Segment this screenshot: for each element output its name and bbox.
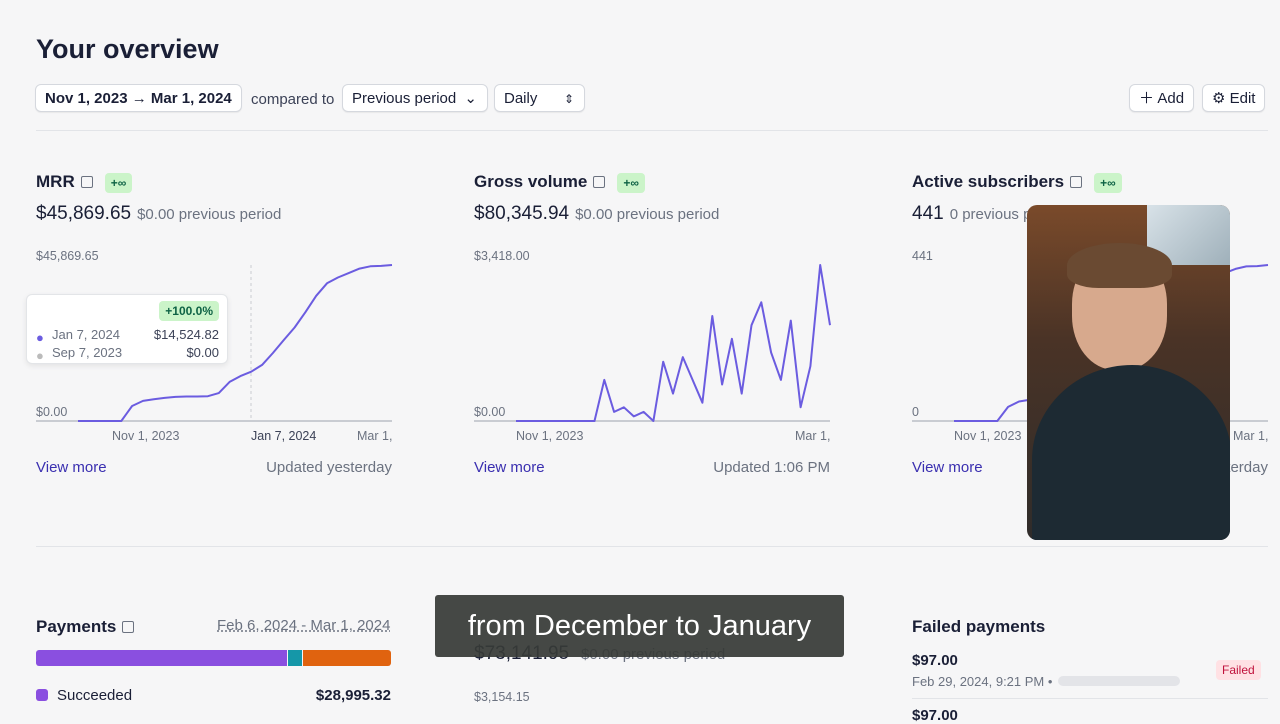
- view-more[interactable]: View more: [912, 459, 983, 476]
- x-tick-label: Mar 1, 2024: [357, 429, 396, 443]
- date-range[interactable]: Nov 1, 2023 → Mar 1, 2024: [35, 84, 242, 112]
- x-tick-label: Nov 1, 2023: [954, 429, 1021, 443]
- comparison-select[interactable]: Previous period ⌄: [342, 84, 488, 112]
- page-title: Your overview: [36, 34, 219, 64]
- x-tick-label: Nov 1, 2023: [516, 429, 583, 443]
- add-label: Add: [1157, 90, 1185, 107]
- card-title: Active subscribers +∞: [912, 172, 1122, 193]
- comparison: Previous period: [352, 90, 457, 107]
- tooltip: +100.0% ● Jan 7, 2024 $14,524.82 ● Sep 7…: [26, 294, 228, 364]
- divider: [36, 130, 1268, 131]
- status-badge: Failed: [1216, 660, 1261, 680]
- failed-amount: $97.00: [912, 707, 958, 724]
- info-icon: [122, 621, 135, 633]
- failed-date: Feb 29, 2024, 9:21 PM •: [912, 674, 1053, 689]
- card-value-row: $45,869.65 $0.00 previous period: [36, 203, 281, 225]
- chevron: ⇕: [563, 92, 574, 106]
- card-badge: +∞: [1094, 173, 1122, 193]
- interval: Daily: [504, 90, 538, 107]
- x-tick-label: Mar 1, 2024: [1233, 429, 1272, 443]
- legend-swatch: [36, 689, 48, 701]
- shirt: [1032, 365, 1230, 540]
- card-value: $80,345.94: [474, 203, 570, 224]
- card-value-row: $80,345.94 $0.00 previous period: [474, 203, 719, 225]
- chevron: ⌄: [464, 90, 477, 107]
- y-tick-label: 0: [912, 405, 919, 419]
- net-volume-ytick: $3,154.15: [474, 690, 530, 704]
- payments-title-text: Payments: [36, 617, 117, 636]
- card-comparison: $0.00 previous period: [575, 206, 720, 223]
- info-icon: [80, 176, 93, 188]
- card-title-text: MRR: [36, 172, 75, 191]
- view-more[interactable]: View more: [474, 459, 545, 476]
- bar-segment: [287, 650, 302, 666]
- y-tick-label: $0.00: [36, 405, 67, 419]
- tooltip-value: $14,524.82: [153, 327, 219, 342]
- y-tick-label: $45,869.65: [36, 249, 99, 263]
- card-title-text: Active subscribers: [912, 172, 1065, 191]
- tooltip-date: Sep 7, 2023: [52, 345, 123, 360]
- y-tick-label: $3,418.00: [474, 249, 530, 263]
- card-badge: +∞: [617, 173, 645, 193]
- info-icon: [1070, 176, 1083, 188]
- card-title: MRR +∞: [36, 172, 133, 193]
- failed-title: Failed payments: [912, 617, 1046, 636]
- redacted-email: [1058, 676, 1180, 686]
- series-line: [78, 264, 393, 422]
- card-comparison: $0.00 previous period: [137, 206, 282, 223]
- edit-button[interactable]: ⚙ Edit: [1202, 84, 1266, 112]
- legend-label: Succeeded: [57, 687, 133, 704]
- y-tick-label: 441: [912, 249, 933, 263]
- line-chart: $0.00 $45,869.65 Nov 1, 2023 Jan 7, 2024 Mar…: [36, 249, 396, 443]
- dot: ●: [36, 348, 44, 363]
- card-title: Gross volume +∞: [474, 172, 645, 193]
- y-tick-label: $0.00: [474, 405, 505, 419]
- x-tick-label: Mar 1, 2024: [795, 429, 834, 443]
- add-button[interactable]: ＋ Add: [1129, 84, 1195, 112]
- webcam-overlay: [1027, 205, 1230, 540]
- failed-amount: $97.00: [912, 652, 958, 669]
- updated: Updated 1:06 PM: [713, 459, 830, 476]
- payments-bar: [36, 650, 391, 666]
- x-tick-label: Jan 7, 2024: [251, 429, 316, 443]
- divider: [36, 546, 1268, 547]
- x-tick-label: Nov 1, 2023: [112, 429, 179, 443]
- legend-amount: $28,995.32: [315, 687, 391, 704]
- payments-range: Feb 6, 2024 - Mar 1, 2024: [217, 617, 391, 634]
- caption: from December to January: [435, 595, 844, 657]
- card-title-text: Gross volume: [474, 172, 588, 191]
- bar-segment: [36, 650, 287, 666]
- view-more[interactable]: View more: [36, 459, 107, 476]
- divider: [912, 698, 1268, 699]
- interval-select[interactable]: Daily ⇕: [494, 84, 585, 112]
- line-chart: $0.00 $3,418.00 Nov 1, 2023 Mar 1, 2024: [474, 249, 834, 443]
- tooltip-value: $0.00: [186, 345, 219, 360]
- card-badge: +∞: [104, 173, 133, 193]
- tooltip-badge: +100.0%: [159, 301, 219, 321]
- card-value: 441: [912, 203, 944, 224]
- series-line: [516, 264, 831, 422]
- edit-label: Edit: [1229, 90, 1256, 107]
- hair: [1067, 243, 1172, 288]
- dot: ●: [36, 330, 44, 345]
- info-icon: [593, 176, 606, 188]
- compared-to: compared to: [251, 91, 335, 108]
- payments-title: Payments: [36, 617, 135, 637]
- card-value: $45,869.65: [36, 203, 132, 224]
- bar-segment: [302, 650, 391, 666]
- updated: Updated yesterday: [266, 459, 392, 476]
- tooltip-date: Jan 7, 2024: [52, 327, 120, 342]
